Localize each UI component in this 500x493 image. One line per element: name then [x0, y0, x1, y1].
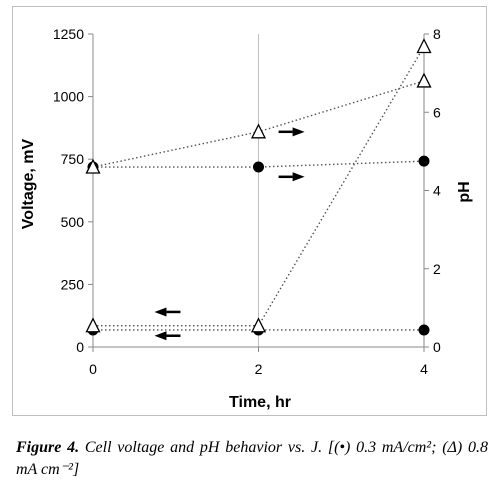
direction-arrows — [154, 127, 305, 341]
caption-label: Figure 4. — [16, 439, 80, 456]
y-axis-right-label: pH — [456, 181, 473, 202]
open-triangle-marker — [85, 317, 101, 333]
chart-frame: 0 250 500 750 1000 1250 0 2 4 6 8 0 2 4 Time, hr Volt… — [12, 6, 487, 416]
open-triangle-marker — [416, 38, 432, 54]
y-left-tick-label: 0 — [76, 339, 84, 355]
filled-circle-marker — [418, 155, 430, 167]
y-right-tick-label: 8 — [433, 26, 441, 42]
y-left-tick-label: 500 — [61, 214, 85, 230]
arrow-head — [154, 307, 167, 317]
arrow-head — [292, 172, 305, 182]
x-tick-label: 0 — [89, 361, 97, 377]
tick-labels: 0 250 500 750 1000 1250 0 2 4 6 8 0 2 4 — [53, 26, 441, 377]
y-right-tick-label: 4 — [433, 183, 441, 199]
x-tick-label: 2 — [255, 361, 263, 377]
figure-caption: Figure 4. Cell voltage and pH behavior v… — [16, 437, 488, 481]
y-right-tick-label: 6 — [433, 104, 441, 120]
y-axis-left-label: Voltage, mV — [20, 138, 37, 229]
y-right-tick-label: 0 — [433, 339, 441, 355]
y-left-tick-label: 750 — [61, 151, 85, 167]
open-triangle-marker — [250, 317, 267, 333]
caption-text: Cell voltage and pH behavior vs. J. [(•)… — [16, 439, 488, 478]
x-tick-label: 4 — [420, 361, 428, 377]
open-triangle-marker — [85, 158, 101, 174]
filled-circle-marker — [253, 161, 264, 173]
open-triangle-marker — [416, 72, 432, 88]
filled-circle-marker — [418, 324, 430, 336]
grid — [92, 34, 425, 347]
x-axis-label: Time, hr — [229, 394, 291, 411]
y-right-tick-label: 2 — [433, 261, 441, 277]
open-triangle-marker — [250, 123, 267, 139]
y-left-tick-label: 250 — [61, 276, 85, 292]
arrow-head — [292, 127, 305, 137]
y-left-tick-label: 1000 — [53, 89, 84, 105]
y-left-tick-label: 1250 — [53, 26, 84, 42]
chart: 0 250 500 750 1000 1250 0 2 4 6 8 0 2 4 Time, hr Volt… — [20, 26, 473, 411]
data-markers — [85, 38, 432, 336]
arrow-head — [154, 331, 167, 341]
